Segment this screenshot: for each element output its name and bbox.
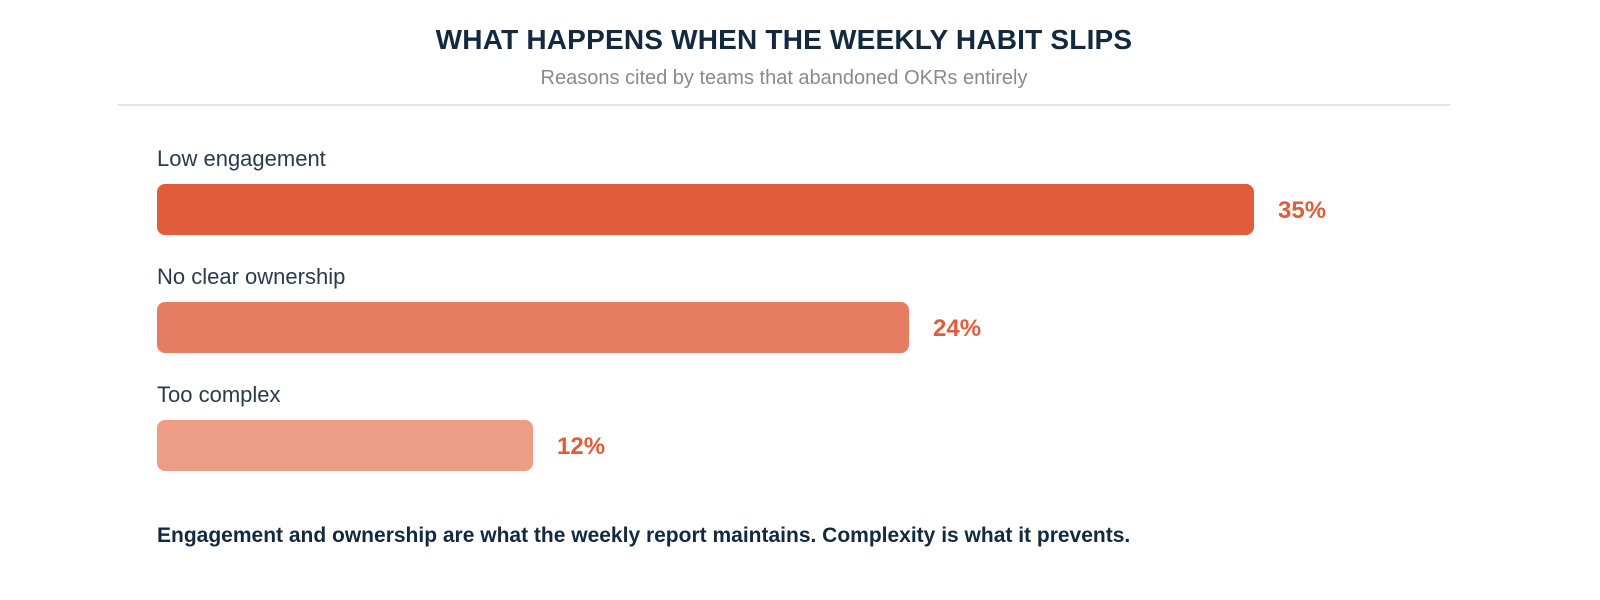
chart-footnote: Engagement and ownership are what the we…	[157, 524, 1131, 547]
chart-subtitle: Reasons cited by teams that abandoned OK…	[540, 67, 1028, 89]
bar	[157, 420, 533, 471]
category-label: No clear ownership	[157, 264, 346, 289]
category-label: Low engagement	[157, 146, 326, 171]
header-divider	[118, 104, 1450, 106]
value-label: 35%	[1278, 197, 1327, 224]
bar-row: Too complex 12%	[157, 382, 1457, 474]
bar	[157, 302, 909, 353]
value-label: 12%	[557, 433, 606, 460]
bar-row: No clear ownership 24%	[157, 264, 1457, 356]
bar-chart: Low engagement 35% No clear ownership 24% To…	[157, 146, 1457, 486]
value-label: 24%	[933, 315, 982, 342]
category-label: Too complex	[157, 382, 281, 407]
bar	[157, 184, 1254, 235]
bar-row: Low engagement 35%	[157, 146, 1457, 238]
chart-title: WHAT HAPPENS WHEN THE WEEKLY HABIT SLIPS	[435, 24, 1133, 55]
